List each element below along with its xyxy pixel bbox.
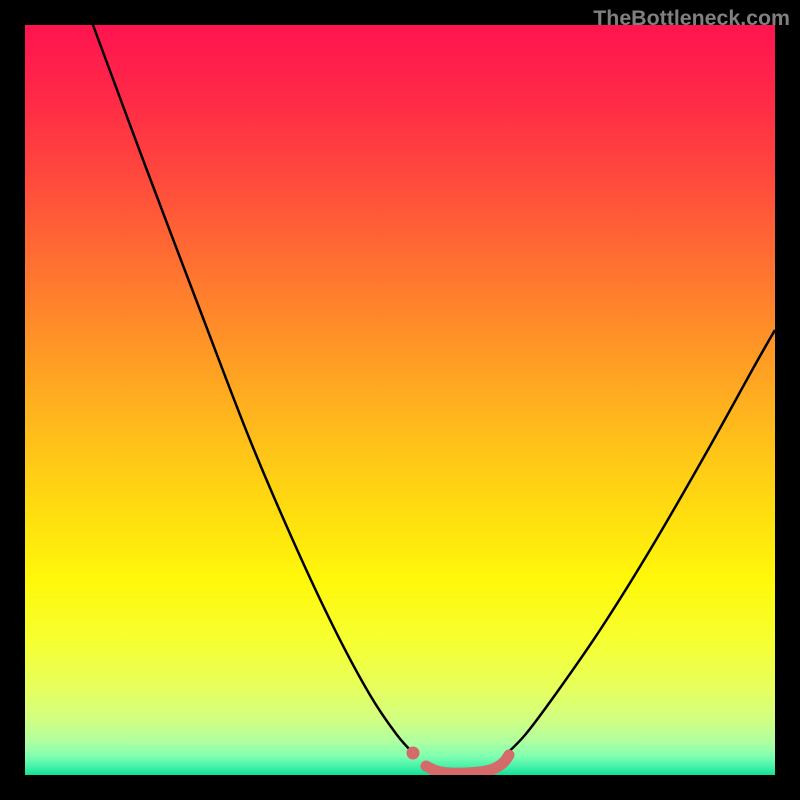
- bottom-marker-segment: [426, 755, 509, 773]
- chart-canvas: TheBottleneck.com: [0, 0, 800, 800]
- plot-area: [25, 25, 775, 775]
- curve-left-branch: [93, 25, 417, 757]
- watermark-text: TheBottleneck.com: [593, 6, 790, 31]
- curve-layer: [25, 25, 775, 775]
- curve-right-branch: [503, 330, 775, 757]
- bottom-marker-dot: [407, 747, 420, 760]
